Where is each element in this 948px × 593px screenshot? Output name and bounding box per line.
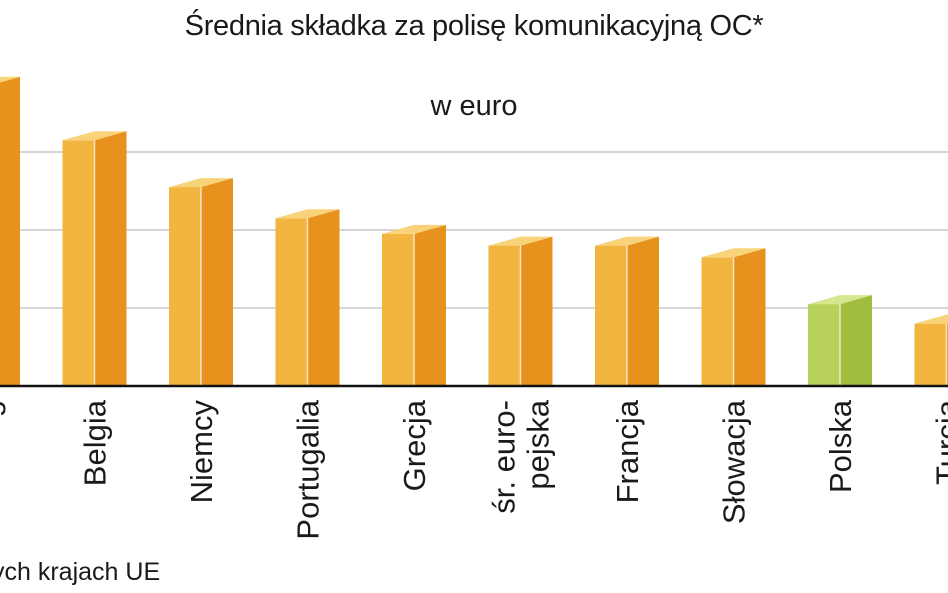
bar-side bbox=[414, 224, 446, 386]
bar-top bbox=[382, 224, 446, 234]
bar bbox=[169, 178, 233, 386]
category-label: Polska bbox=[823, 399, 858, 493]
bar-front bbox=[169, 187, 201, 386]
category-label: Słowacja bbox=[717, 399, 752, 524]
bar-side bbox=[520, 236, 553, 386]
bar-front bbox=[275, 218, 308, 386]
category-label: Grecja bbox=[397, 399, 432, 491]
gridlines bbox=[0, 151, 948, 309]
category-label: burg bbox=[0, 400, 6, 462]
category-label-line: Niemcy bbox=[184, 400, 219, 504]
category-label: Turcja bbox=[930, 399, 948, 485]
category-label-line: Belgia bbox=[78, 399, 113, 486]
bar-top bbox=[488, 236, 553, 246]
bar-front bbox=[595, 245, 627, 386]
category-label: Portugalia bbox=[291, 399, 326, 539]
bar-side bbox=[627, 236, 659, 386]
bar-side bbox=[0, 76, 20, 386]
category-label-line: burg bbox=[0, 400, 6, 462]
bar-front bbox=[488, 245, 521, 386]
bar bbox=[0, 76, 20, 386]
bar-top bbox=[169, 178, 233, 188]
chart-title: Średnia składka za polisę komunikacyjną … bbox=[184, 10, 764, 42]
bar bbox=[382, 224, 446, 386]
chart-subtitle: w euro bbox=[430, 90, 518, 122]
bar bbox=[808, 295, 872, 386]
bar bbox=[488, 236, 553, 386]
bar-side bbox=[840, 295, 872, 386]
bar-front bbox=[382, 233, 414, 386]
bar bbox=[62, 131, 127, 386]
bar-top bbox=[275, 209, 340, 219]
bar bbox=[275, 209, 340, 386]
bar-top bbox=[914, 314, 948, 324]
bar-top bbox=[808, 295, 872, 305]
bar-front bbox=[62, 140, 95, 386]
bar-top bbox=[62, 131, 127, 141]
category-label: Belgia bbox=[78, 399, 113, 486]
category-label-line: Grecja bbox=[397, 399, 432, 491]
category-label-line: Polska bbox=[823, 399, 858, 493]
bar bbox=[595, 236, 659, 386]
category-label: Niemcy bbox=[184, 400, 219, 504]
category-label-line: Słowacja bbox=[717, 399, 752, 524]
category-label-line: pejska bbox=[521, 399, 556, 489]
bar-top bbox=[701, 248, 766, 258]
bar-side bbox=[201, 178, 233, 386]
category-label-line: Portugalia bbox=[291, 399, 326, 539]
bar-side bbox=[307, 209, 340, 386]
bar-front bbox=[701, 257, 734, 386]
bar-front bbox=[808, 304, 840, 386]
bar bbox=[701, 248, 766, 386]
category-label: śr. euro-pejska bbox=[487, 399, 556, 513]
category-label-line: Turcja bbox=[930, 399, 948, 485]
bar-top bbox=[0, 76, 20, 83]
bar-side bbox=[94, 131, 127, 386]
category-label-line: śr. euro- bbox=[487, 400, 522, 514]
category-labels: burg Belgia Niemcy Portugalia Grecja śr. euro… bbox=[0, 399, 948, 539]
bar-top bbox=[595, 236, 659, 246]
chart-footnote: ych krajach UE bbox=[0, 558, 161, 586]
category-label-line: Francja bbox=[610, 399, 645, 503]
bars bbox=[0, 76, 948, 386]
bar-front bbox=[914, 323, 947, 386]
bar bbox=[914, 314, 948, 386]
category-label: Francja bbox=[610, 399, 645, 503]
bar-side bbox=[733, 248, 766, 386]
